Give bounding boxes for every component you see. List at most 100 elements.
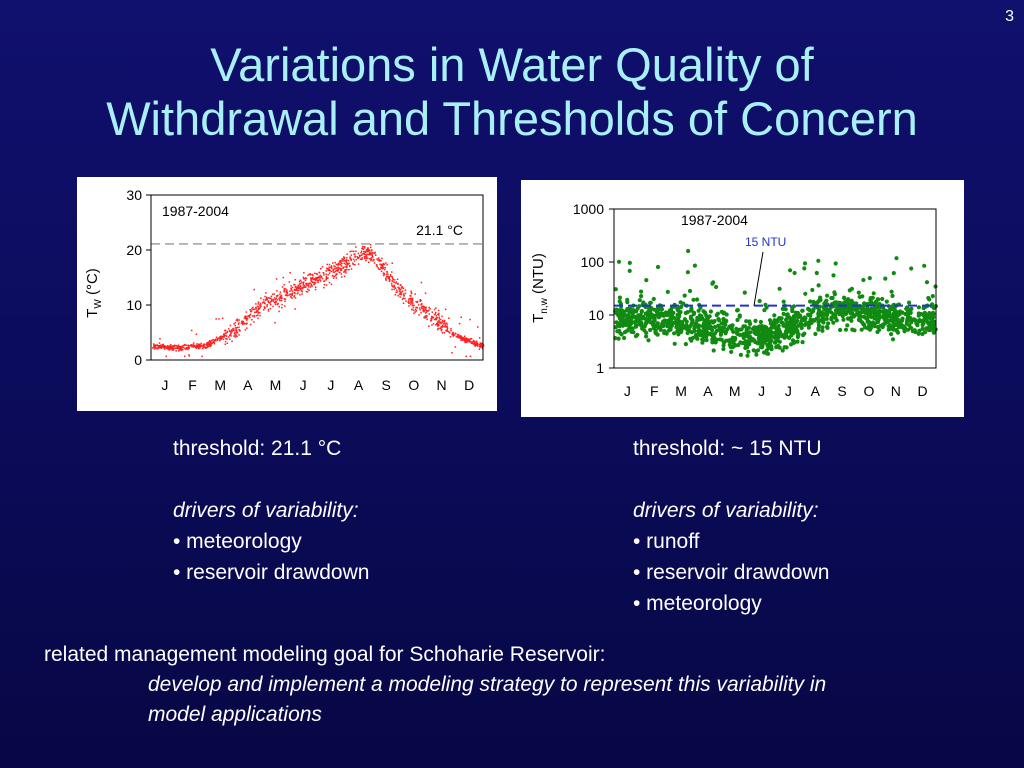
turbidity-x-tick-label: A xyxy=(703,383,713,399)
temperature-point xyxy=(278,299,281,301)
turbidity-point xyxy=(683,310,688,316)
turbidity-point xyxy=(717,325,722,331)
temperature-point xyxy=(405,300,407,302)
temperature-point xyxy=(265,292,267,294)
turbidity-point xyxy=(824,298,829,303)
temperature-point xyxy=(236,331,239,334)
temperature-point xyxy=(267,297,270,299)
turbidity-point xyxy=(873,310,879,315)
temperature-point xyxy=(283,298,286,300)
temperature-point xyxy=(164,345,166,347)
temperature-x-tick-label: F xyxy=(188,377,197,393)
temperature-point xyxy=(279,291,282,293)
turbidity-point xyxy=(627,326,632,331)
turbidity-point xyxy=(748,330,753,335)
temperature-point xyxy=(188,355,191,357)
temperature-point xyxy=(257,306,260,308)
temperature-point xyxy=(239,330,241,332)
turbidity-point xyxy=(744,327,749,332)
temperature-point xyxy=(438,312,440,315)
temperature-point xyxy=(451,332,454,335)
temperature-point xyxy=(345,272,347,274)
temperature-point xyxy=(335,275,337,277)
temperature-point xyxy=(337,264,339,266)
turbidity-point xyxy=(695,315,700,320)
temperature-point xyxy=(441,321,444,323)
temperature-point xyxy=(311,285,313,287)
turbidity-point xyxy=(903,326,908,331)
temperature-point xyxy=(245,316,248,318)
turbidity-point xyxy=(861,277,866,283)
temperature-point xyxy=(200,344,203,347)
turbidity-point xyxy=(622,330,628,335)
temperature-point xyxy=(190,344,192,347)
temperature-point xyxy=(367,247,369,250)
temperature-point xyxy=(449,332,451,334)
turbidity-point xyxy=(916,313,921,318)
turbidity-point xyxy=(862,314,867,319)
turbidity-point xyxy=(789,333,794,338)
temperature-point xyxy=(167,348,169,350)
turbidity-point xyxy=(754,327,759,332)
turbidity-point xyxy=(641,314,646,319)
temperature-point xyxy=(385,262,387,264)
turbidity-point xyxy=(623,319,629,324)
temperature-point xyxy=(205,344,208,346)
temperature-point xyxy=(469,355,472,358)
temperature-point xyxy=(452,331,454,334)
temperature-point xyxy=(256,310,258,312)
temperature-point xyxy=(449,336,452,338)
temperature-point xyxy=(452,335,455,337)
temperature-point xyxy=(291,294,293,296)
turbidity-point xyxy=(637,298,642,303)
temperature-point xyxy=(410,292,413,294)
temperature-point xyxy=(285,288,287,290)
temperature-point xyxy=(366,248,369,251)
temperature-point xyxy=(470,341,473,344)
temperature-point xyxy=(407,301,409,303)
temperature-point xyxy=(447,330,449,332)
turbidity-point xyxy=(887,323,892,328)
turbidity-point xyxy=(687,324,692,329)
temperature-point xyxy=(159,345,162,347)
turbidity-point xyxy=(725,327,730,332)
turbidity-point xyxy=(766,336,771,342)
turbidity-point xyxy=(672,331,677,336)
temperature-point xyxy=(249,314,251,317)
turbidity-point xyxy=(663,310,668,315)
temperature-point xyxy=(477,343,479,345)
temperature-point xyxy=(391,262,393,264)
temperature-point xyxy=(371,255,373,257)
turbidity-point xyxy=(872,321,877,327)
temperature-point xyxy=(313,278,316,280)
temperature-point xyxy=(312,281,314,284)
turbidity-point xyxy=(821,317,827,322)
temperature-point xyxy=(437,321,439,323)
turbidity-point xyxy=(735,317,740,323)
temperature-point xyxy=(229,333,232,336)
temperature-point xyxy=(325,275,327,278)
temperature-point xyxy=(266,305,268,308)
temperature-point xyxy=(360,250,363,253)
turbidity-point xyxy=(751,348,756,353)
turbidity-point xyxy=(876,313,881,318)
turbidity-point xyxy=(700,340,705,345)
turbidity-point xyxy=(808,299,813,304)
temperature-point xyxy=(362,245,364,248)
turbidity-point xyxy=(745,344,750,349)
temperature-point xyxy=(293,289,296,291)
temperature-point xyxy=(228,336,230,338)
temperature-point xyxy=(437,313,439,316)
temperature-point xyxy=(297,284,299,287)
temperature-point xyxy=(206,346,209,348)
temperature-point xyxy=(443,319,446,322)
temperature-point xyxy=(437,327,439,330)
temperature-point xyxy=(435,315,438,317)
turbidity-point xyxy=(895,318,900,323)
temperature-point xyxy=(446,322,448,324)
temperature-point xyxy=(219,339,221,342)
temperature-x-tick-label: M xyxy=(214,377,226,393)
temperature-point xyxy=(350,268,353,270)
temperature-point xyxy=(443,332,446,334)
turbidity-point xyxy=(889,332,894,337)
